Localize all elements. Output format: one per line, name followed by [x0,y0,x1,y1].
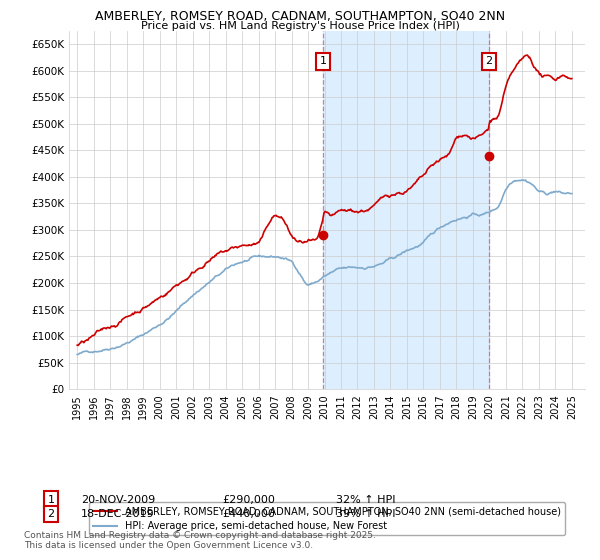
Text: Price paid vs. HM Land Registry's House Price Index (HPI): Price paid vs. HM Land Registry's House … [140,21,460,31]
Text: AMBERLEY, ROMSEY ROAD, CADNAM, SOUTHAMPTON, SO40 2NN: AMBERLEY, ROMSEY ROAD, CADNAM, SOUTHAMPT… [95,10,505,23]
Bar [323,31,489,389]
Legend: AMBERLEY, ROMSEY ROAD, CADNAM, SOUTHAMPTON, SO40 2NN (semi-detached house), HPI:: AMBERLEY, ROMSEY ROAD, CADNAM, SOUTHAMPT… [89,502,565,535]
Text: 18-DEC-2019: 18-DEC-2019 [81,509,155,519]
Text: 32% ↑ HPI: 32% ↑ HPI [336,494,395,505]
Text: £290,000: £290,000 [222,494,275,505]
Text: 2: 2 [47,509,55,519]
Text: 20-NOV-2009: 20-NOV-2009 [81,494,155,505]
Text: 2: 2 [485,56,493,66]
Text: £440,000: £440,000 [222,509,275,519]
Text: Contains HM Land Registry data © Crown copyright and database right 2025.
This d: Contains HM Land Registry data © Crown c… [24,531,376,550]
Text: 39% ↑ HPI: 39% ↑ HPI [336,509,395,519]
Text: 1: 1 [319,56,326,66]
Text: 1: 1 [47,494,55,505]
